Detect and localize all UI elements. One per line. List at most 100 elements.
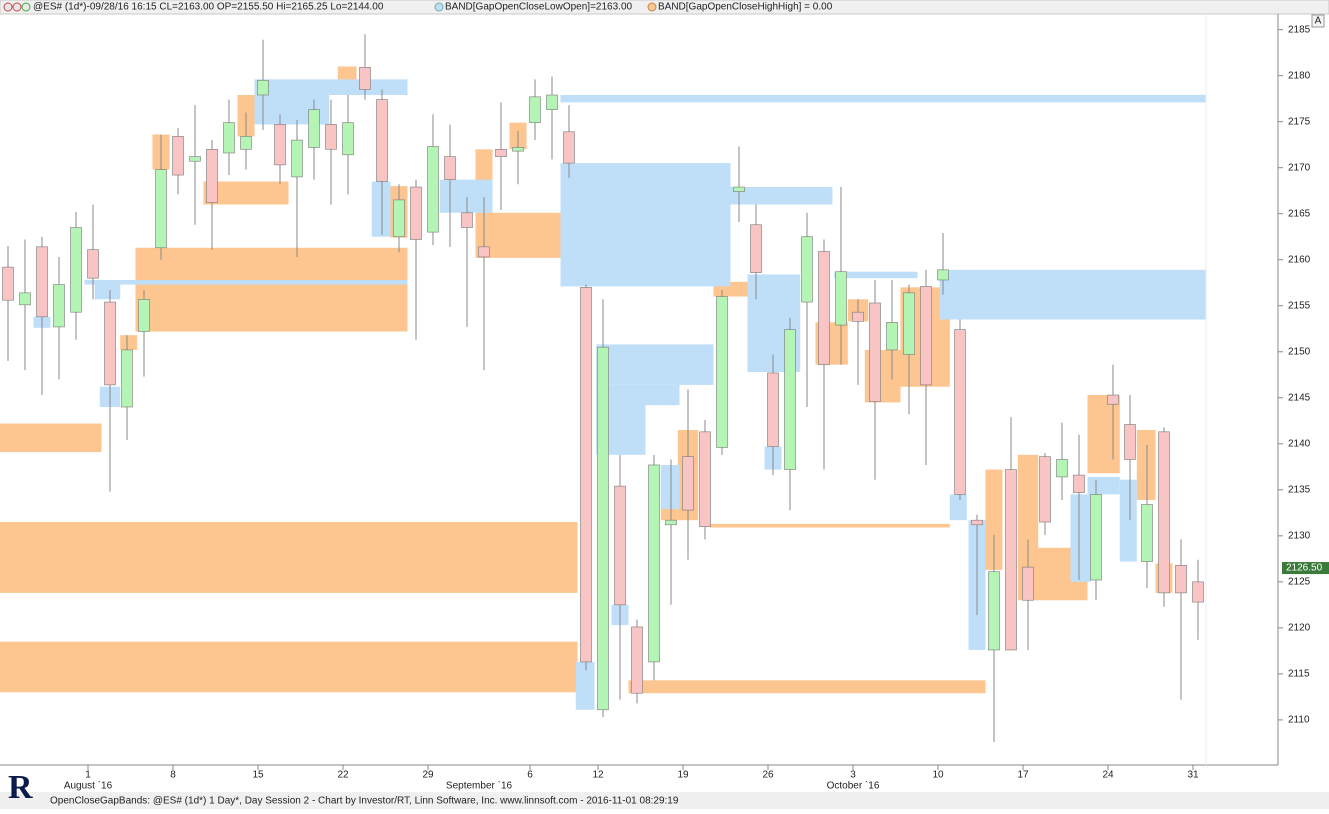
candle-body — [1158, 431, 1170, 594]
max-icon[interactable] — [21, 2, 31, 12]
candle-body — [274, 124, 286, 166]
header-band2: BAND[GapOpenCloseHighHigh] = 0.00 — [658, 2, 833, 13]
plot-area — [0, 34, 1207, 742]
candle-body — [682, 456, 694, 511]
candle-body — [223, 122, 235, 154]
candle-body — [1175, 564, 1187, 594]
candle-body — [1056, 459, 1068, 478]
candle-body — [1022, 566, 1034, 601]
last-price-box — [1282, 562, 1329, 575]
candle-body — [359, 67, 371, 90]
candle-body — [172, 136, 184, 176]
candle-body — [733, 186, 745, 192]
candle-body — [971, 519, 983, 526]
footer-bar — [0, 792, 1329, 809]
x-tick-label: 31 — [1187, 770, 1199, 781]
gap-band — [439, 179, 493, 213]
y-tick-label: 2185 — [1288, 24, 1311, 35]
candle-body — [2, 266, 14, 301]
candle-body — [1005, 469, 1017, 651]
min-icon[interactable] — [12, 2, 22, 12]
month-label: August `16 — [64, 780, 113, 792]
gap-band — [834, 271, 918, 279]
month-label: October `16 — [827, 780, 880, 792]
y-tick-label: 2145 — [1288, 392, 1311, 403]
candle-body — [121, 349, 133, 408]
gap-band — [135, 247, 408, 332]
candle-body — [461, 212, 473, 228]
candle-body — [716, 296, 728, 448]
band1-icon — [434, 2, 444, 12]
candle-body — [478, 246, 490, 258]
gap-band — [596, 344, 714, 385]
gap-band — [939, 269, 1207, 320]
candle-body — [376, 99, 388, 182]
gap-band — [1119, 479, 1137, 562]
header-bar — [0, 0, 1329, 15]
gap-band — [1087, 395, 1120, 474]
gap-band — [949, 494, 967, 521]
gap-band — [94, 279, 121, 300]
candle-body — [138, 299, 150, 332]
candle-body — [886, 322, 898, 351]
gap-band — [84, 279, 408, 285]
candle-body — [1039, 456, 1051, 523]
candle-body — [750, 224, 762, 273]
x-tick-label: 10 — [932, 770, 944, 781]
candle-body — [920, 286, 932, 386]
x-tick-label: 17 — [1017, 770, 1029, 781]
candle-body — [631, 626, 643, 694]
candle-body — [308, 109, 320, 148]
gap-band — [1136, 429, 1156, 500]
x-tick-label: 1 — [85, 770, 91, 781]
candle-body — [563, 131, 575, 164]
logo: R — [8, 769, 33, 806]
x-tick-label: 3 — [850, 770, 856, 781]
close-icon[interactable] — [3, 2, 13, 12]
candle-body — [665, 519, 677, 526]
y-tick-label: 2120 — [1288, 623, 1311, 634]
y-tick-label: 2140 — [1288, 438, 1311, 449]
candle-body — [529, 96, 541, 123]
candle-body — [444, 156, 456, 180]
candle-body — [988, 571, 1000, 651]
candle-body — [1192, 581, 1204, 603]
x-tick-label: 24 — [1102, 770, 1114, 781]
candle-body — [546, 94, 558, 111]
header-band1: BAND[GapOpenCloseLowOpen]=2163.00 — [445, 2, 633, 13]
candle-body — [801, 236, 813, 303]
x-tick-label: 26 — [762, 770, 774, 781]
x-tick-label: 19 — [677, 770, 689, 781]
gap-band — [0, 423, 102, 453]
y-tick-label: 2115 — [1288, 669, 1310, 680]
x-tick-label: 15 — [252, 770, 264, 781]
candle-body — [597, 346, 609, 711]
candle-body — [852, 311, 864, 322]
y-tick-label: 2165 — [1288, 208, 1311, 219]
candle-body — [614, 485, 626, 606]
y-tick-label: 2180 — [1288, 70, 1311, 81]
candle-body — [206, 148, 218, 203]
y-tick-label: 2125 — [1288, 576, 1311, 587]
header-symbol: @ES# (1d*)-09/28/16 16:15 CL=2163.00 OP=… — [33, 2, 384, 13]
candle-body — [1107, 394, 1119, 405]
x-tick-label: 22 — [337, 770, 349, 781]
candle-body — [1124, 424, 1136, 460]
gap-band — [710, 523, 950, 528]
candle-body — [410, 186, 422, 240]
gap-band — [1087, 476, 1120, 495]
gap-band — [645, 384, 680, 406]
gap-band — [0, 641, 578, 693]
candle-body — [818, 251, 830, 365]
candle-body — [325, 124, 337, 150]
candle-body — [155, 169, 167, 249]
candle-body — [189, 156, 201, 162]
auto-button[interactable] — [1311, 14, 1325, 28]
y-tick-label: 2170 — [1288, 162, 1311, 173]
candle-body — [257, 79, 269, 96]
y-tick-label: 2150 — [1288, 346, 1311, 357]
x-tick-label: 29 — [422, 770, 434, 781]
candle-body — [240, 136, 252, 150]
y-tick-label: 2175 — [1288, 116, 1311, 127]
